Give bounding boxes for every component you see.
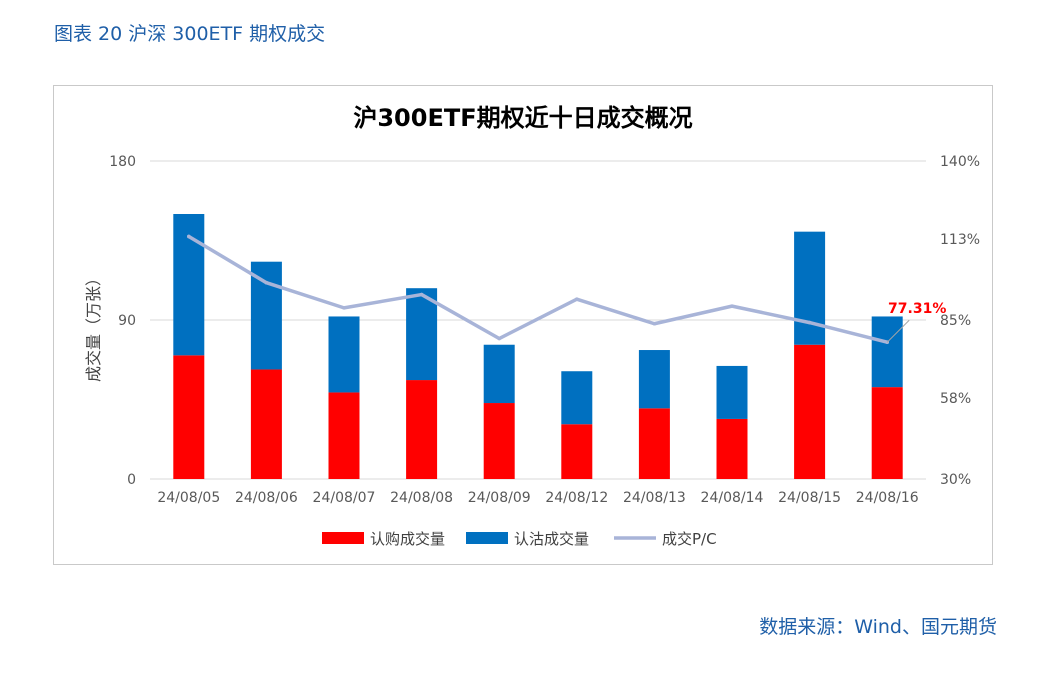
pc-point (497, 336, 502, 341)
x-tick-label: 24/08/09 (468, 490, 531, 506)
legend: 认购成交量 认沽成交量 成交P/C (322, 530, 717, 548)
y2-tick-label: 30% (940, 472, 971, 488)
bar-put (871, 316, 903, 388)
bar-layer (173, 214, 903, 479)
chart-svg: 沪300ETF期权近十日成交概况 77.31% 0 90 180 30% 58% 85% 1… (84, 104, 980, 548)
annotation-leader (886, 319, 910, 343)
x-tick-label: 24/08/07 (313, 490, 376, 506)
bar-put (561, 371, 593, 425)
bar-put (716, 365, 748, 419)
legend-swatch (466, 532, 508, 544)
axis-layer: 0 90 180 30% 58% 85% 113% 140% 24/08/05 24/08/06 2… (109, 154, 980, 506)
y2-tick-label: 140% (940, 154, 980, 170)
x-tick-label: 24/08/16 (856, 490, 919, 506)
x-tick-label: 24/08/08 (390, 490, 453, 506)
bar-call (716, 418, 748, 479)
y2-tick-label: 113% (940, 232, 980, 248)
figure-caption: 图表 20 沪深 300ETF 期权成交 (54, 23, 326, 45)
legend-swatch (322, 532, 364, 544)
bar-call (173, 355, 205, 479)
bar-call (638, 408, 670, 479)
data-source: 数据来源：Wind、国元期货 (759, 616, 997, 638)
x-tick-label: 24/08/12 (545, 490, 608, 506)
y2-tick-label: 58% (940, 391, 971, 407)
pc-point (419, 292, 424, 297)
legend-label: 认沽成交量 (514, 530, 589, 548)
bar-put (638, 350, 670, 409)
pc-point (807, 320, 812, 325)
chart-title: 沪300ETF期权近十日成交概况 (353, 104, 692, 132)
y-tick-label: 180 (109, 154, 136, 170)
pc-point (730, 304, 734, 308)
x-tick-label: 24/08/06 (235, 490, 298, 506)
x-tick-label: 24/08/05 (157, 490, 220, 506)
bar-call (794, 344, 826, 479)
bar-put (250, 261, 282, 370)
y-tick-label: 0 (127, 472, 136, 488)
bar-put (406, 288, 438, 381)
y-tick-label: 90 (118, 313, 136, 329)
legend-label: 成交P/C (662, 530, 717, 548)
pc-point (264, 280, 269, 285)
bar-put (794, 231, 826, 345)
pc-point (187, 234, 191, 239)
bar-call (250, 369, 282, 479)
line-layer: 77.31% (187, 234, 946, 345)
bar-call (406, 380, 438, 479)
x-tick-label: 24/08/15 (778, 490, 841, 506)
pc-line (187, 234, 889, 344)
pc-point (652, 321, 657, 326)
legend-label: 认购成交量 (370, 530, 445, 548)
bar-call (871, 387, 903, 479)
chart-frame: 沪300ETF期权近十日成交概况 77.31% 0 90 180 30% 58% 85% 1… (53, 85, 993, 565)
x-tick-label: 24/08/13 (623, 490, 686, 506)
pc-point (342, 306, 346, 310)
x-tick-label: 24/08/14 (701, 490, 764, 506)
pc-annotation: 77.31% (888, 301, 946, 317)
bar-call (328, 392, 360, 479)
bar-put (328, 316, 360, 393)
bar-put (483, 344, 515, 404)
y2-tick-label: 85% (940, 313, 971, 329)
y-axis-label: 成交量（万张） (84, 270, 103, 382)
pc-point (575, 297, 579, 301)
bar-call (483, 403, 515, 479)
bar-call (561, 424, 593, 479)
